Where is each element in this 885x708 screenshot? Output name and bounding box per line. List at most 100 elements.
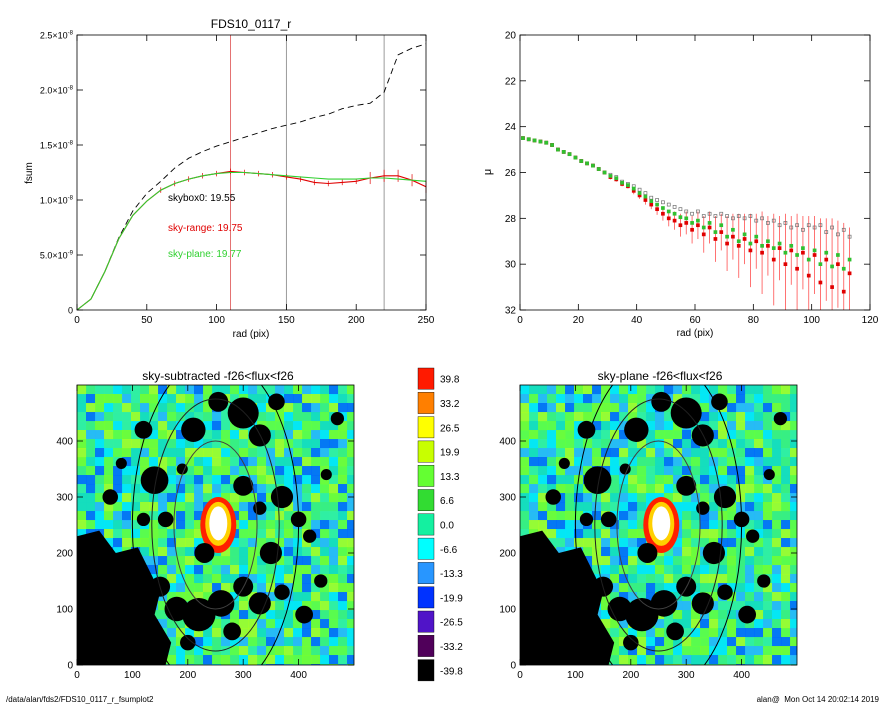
masked-source bbox=[696, 501, 710, 515]
noise-cell bbox=[772, 583, 782, 593]
noise-cell bbox=[131, 493, 141, 503]
noise-cell bbox=[529, 475, 539, 485]
noise-cell bbox=[556, 547, 566, 557]
noise-cell bbox=[772, 538, 782, 548]
noise-cell bbox=[131, 412, 141, 422]
noise-cell bbox=[718, 421, 728, 431]
noise-cell bbox=[574, 511, 584, 521]
mu-data bbox=[521, 136, 852, 310]
noise-cell bbox=[113, 547, 123, 557]
masked-source bbox=[194, 543, 215, 563]
mu-point bbox=[672, 218, 677, 223]
noise-cell bbox=[275, 538, 285, 548]
noise-cell bbox=[565, 439, 575, 449]
noise-cell bbox=[763, 412, 773, 422]
noise-cell bbox=[754, 466, 764, 476]
noise-cell bbox=[763, 484, 773, 494]
noise-cell bbox=[655, 637, 665, 647]
noise-cell bbox=[790, 583, 797, 593]
noise-cell bbox=[700, 403, 710, 413]
noise-cell bbox=[293, 565, 303, 575]
noise-cell bbox=[790, 538, 797, 548]
masked-source bbox=[176, 463, 188, 475]
noise-cell bbox=[727, 448, 737, 458]
mu-point bbox=[661, 206, 665, 210]
map2-ytick-label: 0 bbox=[67, 661, 73, 672]
fsum-ytick-label: 1.0×10-8 bbox=[40, 196, 74, 206]
noise-cell bbox=[781, 538, 791, 548]
noise-cell bbox=[646, 655, 656, 665]
mu-point bbox=[806, 223, 811, 228]
noise-cell bbox=[311, 592, 321, 602]
noise-cell bbox=[691, 529, 701, 539]
noise-cell bbox=[565, 403, 575, 413]
noise-cell bbox=[736, 583, 746, 593]
noise-cell bbox=[781, 637, 791, 647]
noise-cell bbox=[592, 547, 602, 557]
noise-cell bbox=[736, 412, 746, 422]
noise-cell bbox=[212, 457, 222, 467]
noise-cell bbox=[646, 430, 656, 440]
noise-cell bbox=[140, 457, 150, 467]
noise-cell bbox=[754, 565, 764, 575]
noise-cell bbox=[95, 439, 105, 449]
noise-cell bbox=[547, 520, 557, 530]
mu-point bbox=[836, 232, 840, 237]
noise-cell bbox=[248, 664, 258, 665]
noise-cell bbox=[700, 637, 710, 647]
noise-cell bbox=[583, 403, 593, 413]
mu-point bbox=[777, 241, 782, 246]
noise-cell bbox=[538, 475, 548, 485]
fsum-ytick-exponent: -8 bbox=[68, 141, 74, 147]
noise-cell bbox=[781, 574, 791, 584]
noise-cell bbox=[700, 646, 710, 656]
noise-cell bbox=[646, 394, 656, 404]
noise-cell bbox=[574, 394, 584, 404]
noise-cell bbox=[275, 475, 285, 485]
noise-cell bbox=[619, 619, 629, 629]
noise-cell bbox=[266, 439, 276, 449]
noise-cell bbox=[664, 619, 674, 629]
noise-cell bbox=[320, 610, 330, 620]
noise-cell bbox=[574, 448, 584, 458]
noise-cell bbox=[104, 466, 114, 476]
noise-cell bbox=[709, 484, 719, 494]
noise-cell bbox=[727, 592, 737, 602]
noise-cell bbox=[257, 493, 267, 503]
noise-cell bbox=[248, 538, 258, 548]
noise-cell bbox=[745, 466, 755, 476]
noise-cell bbox=[347, 403, 354, 413]
noise-cell bbox=[203, 646, 213, 656]
masked-source bbox=[651, 391, 672, 412]
fsum-ytick-mantissa: 0 bbox=[68, 306, 73, 316]
noise-cell bbox=[122, 421, 132, 431]
noise-cell bbox=[266, 619, 276, 629]
noise-cell bbox=[754, 430, 764, 440]
noise-cell bbox=[347, 412, 354, 422]
noise-cell bbox=[610, 547, 620, 557]
mu-point bbox=[841, 227, 846, 232]
noise-cell bbox=[781, 565, 791, 575]
noise-cell bbox=[203, 448, 213, 458]
mu-point bbox=[801, 227, 805, 232]
noise-cell bbox=[763, 430, 773, 440]
noise-cell bbox=[266, 385, 276, 395]
noise-cell bbox=[754, 583, 764, 593]
noise-cell bbox=[239, 601, 249, 611]
mu-point bbox=[631, 186, 636, 191]
noise-cell bbox=[772, 520, 782, 530]
fsum-frame bbox=[76, 34, 427, 311]
noise-cell bbox=[619, 430, 629, 440]
noise-cell bbox=[655, 574, 665, 584]
noise-cell bbox=[302, 394, 312, 404]
noise-cell bbox=[637, 502, 647, 512]
noise-cell bbox=[131, 430, 141, 440]
masked-source bbox=[157, 511, 174, 528]
mu-point bbox=[661, 211, 665, 216]
noise-cell bbox=[113, 403, 123, 413]
noise-cell bbox=[185, 475, 195, 485]
noise-cell bbox=[167, 403, 177, 413]
noise-cell bbox=[293, 412, 303, 422]
noise-cell bbox=[311, 466, 321, 476]
noise-cell bbox=[547, 457, 557, 467]
